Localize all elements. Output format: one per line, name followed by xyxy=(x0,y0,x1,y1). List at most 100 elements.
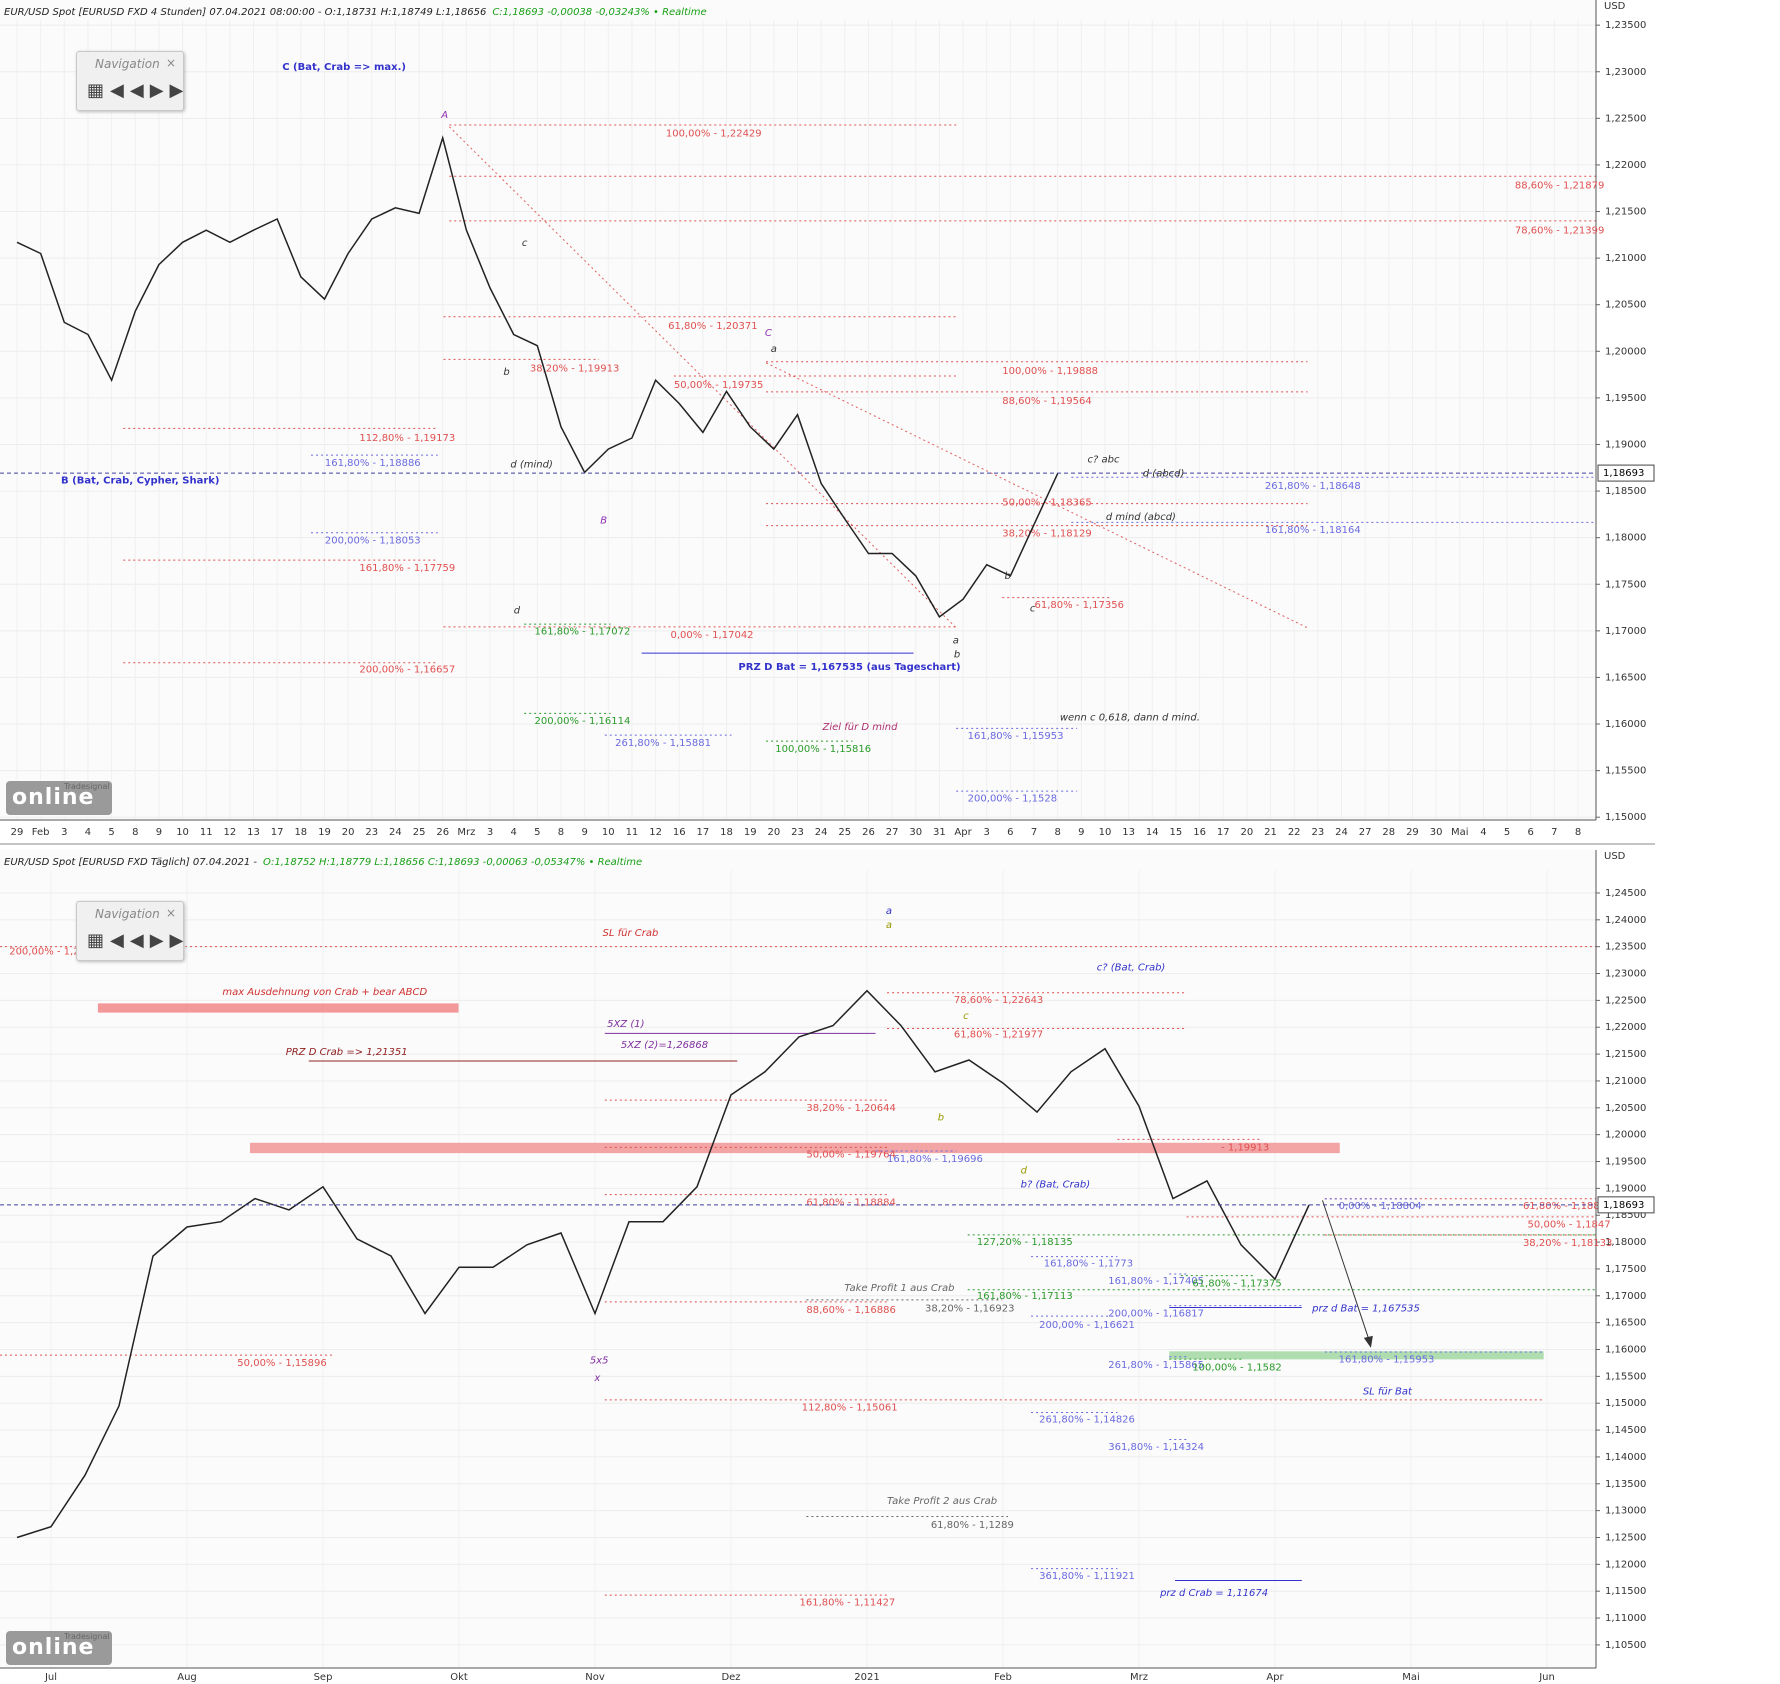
x-tick-label: 3 xyxy=(61,827,67,838)
x-tick-label: 24 xyxy=(1335,827,1348,838)
logo-text: online xyxy=(12,785,95,810)
chart-header: EUR/USD Spot [EURUSD FXD Täglich] 07.04.… xyxy=(4,857,642,868)
navigation-icons[interactable]: ▦◀◀▶▶ xyxy=(87,930,190,951)
x-tick-label: 11 xyxy=(626,827,639,838)
axis-unit: USD xyxy=(1604,851,1626,862)
annotation: c xyxy=(1030,603,1036,614)
y-tick-label: 1,11500 xyxy=(1605,1586,1646,1597)
y-tick-label: 1,17500 xyxy=(1605,579,1646,590)
y-tick-label: 1,20500 xyxy=(1605,300,1646,311)
x-tick-label: 10 xyxy=(176,827,189,838)
annotation: b xyxy=(1005,571,1011,582)
x-tick-label: 8 xyxy=(132,827,138,838)
annotation: a xyxy=(953,636,959,647)
y-tick-label: 1,13000 xyxy=(1605,1506,1646,1517)
fib-label: 112,80% - 1,15061 xyxy=(802,1403,898,1414)
x-tick-label: Mrz xyxy=(457,827,475,838)
annotation: C xyxy=(765,328,772,339)
x-tick-label: 24 xyxy=(389,827,402,838)
x-tick-label: 16 xyxy=(673,827,686,838)
navigation-title: Navigation xyxy=(95,907,160,921)
annotation: PRZ D Crab => 1,21351 xyxy=(286,1047,408,1058)
navigation-panel[interactable]: Navigation × ▦◀◀▶▶ xyxy=(76,901,184,961)
fib-label: 88,60% - 1,19564 xyxy=(1002,396,1091,407)
x-tick-label: 6 xyxy=(1007,827,1013,838)
annotation: a xyxy=(771,344,777,355)
y-tick-label: 1,19000 xyxy=(1605,1183,1646,1194)
fib-label: 261,80% - 1,18648 xyxy=(1265,481,1361,492)
x-tick-label: Feb xyxy=(32,827,50,838)
x-tick-label: 12 xyxy=(223,827,236,838)
header-text: EUR/USD Spot [EURUSD FXD 4 Stunden] 07.0… xyxy=(4,7,486,18)
x-tick-label: 29 xyxy=(11,827,24,838)
x-tick-label: 5 xyxy=(534,827,540,838)
x-tick-label: 17 xyxy=(1217,827,1230,838)
y-tick-label: 1,20500 xyxy=(1605,1103,1646,1114)
navigation-title: Navigation xyxy=(95,57,160,71)
zone xyxy=(249,1142,1340,1154)
fib-label: 100,00% - 1,1582 xyxy=(1192,1362,1281,1373)
fib-label: 61,80% - 1,17356 xyxy=(1034,600,1123,611)
y-tick-label: 1,18000 xyxy=(1605,533,1646,544)
x-tick-label: 9 xyxy=(1078,827,1084,838)
annotation: 5XZ (1) xyxy=(607,1019,644,1030)
fib-label: 50,00% - 1,15896 xyxy=(237,1358,326,1369)
fib-label: - 1,19913 xyxy=(1221,1142,1269,1153)
fib-label: 50,00% - 1,18365 xyxy=(1002,497,1091,508)
close-button[interactable]: × xyxy=(165,56,176,70)
x-tick-label: Mai xyxy=(1402,1672,1420,1683)
last-price-box xyxy=(1597,464,1655,482)
x-tick-label: 7 xyxy=(1031,827,1037,838)
x-tick-label: 20 xyxy=(342,827,355,838)
x-tick-label: 13 xyxy=(1122,827,1135,838)
x-tick-label: 31 xyxy=(933,827,946,838)
y-tick-label: 1,23000 xyxy=(1605,67,1646,78)
x-tick-label: Okt xyxy=(450,1672,468,1683)
fib-label: 61,80% - 1,17375 xyxy=(1192,1278,1281,1289)
arrow xyxy=(1322,1200,1372,1346)
annotation: SL für Bat xyxy=(1363,1387,1413,1398)
x-tick-label: 13 xyxy=(247,827,260,838)
x-tick-label: 5 xyxy=(108,827,114,838)
y-tick-label: 1,16500 xyxy=(1605,672,1646,683)
logo-brand: Tradesignal xyxy=(64,782,110,791)
x-tick-label: 23 xyxy=(791,827,804,838)
x-tick-label: 22 xyxy=(1288,827,1301,838)
x-tick-label: 12 xyxy=(649,827,662,838)
annotation: c xyxy=(522,238,528,249)
plot-background xyxy=(0,850,1596,1668)
fib-label: 38,20% - 1,18129 xyxy=(1002,528,1091,539)
y-tick-label: 1,10500 xyxy=(1605,1640,1646,1651)
close-button[interactable]: × xyxy=(165,906,176,920)
header-quote: O:1,18752 H:1,18779 L:1,18656 C:1,18693 … xyxy=(263,857,642,868)
navigation-icons[interactable]: ▦◀◀▶▶ xyxy=(87,80,190,101)
x-tick-label: 14 xyxy=(1146,827,1159,838)
fib-label: 161,80% - 1,18886 xyxy=(325,458,421,469)
x-tick-label: Aug xyxy=(177,1672,197,1683)
x-tick-label: Jul xyxy=(44,1672,57,1683)
y-tick-label: 1,24000 xyxy=(1605,915,1646,926)
fib-label: 361,80% - 1,11921 xyxy=(1039,1571,1135,1582)
fib-label: 261,80% - 1,15865 xyxy=(1108,1360,1204,1371)
annotation: wenn c 0,618, dann d mind. xyxy=(1060,713,1200,724)
y-tick-label: 1,18500 xyxy=(1605,1210,1646,1221)
annotation: a xyxy=(886,906,892,917)
annotation: B (Bat, Crab, Cypher, Shark) xyxy=(61,475,219,486)
y-tick-label: 1,22500 xyxy=(1605,995,1646,1006)
annotation: c xyxy=(963,1011,969,1022)
x-tick-label: 5 xyxy=(1504,827,1510,838)
x-tick-label: 26 xyxy=(436,827,449,838)
trend-line xyxy=(448,126,957,629)
logo-brand: Tradesignal xyxy=(64,1632,110,1641)
zone xyxy=(97,1003,459,1013)
annotation: 5x5 xyxy=(590,1356,609,1367)
fib-label: 61,80% - 1,1289 xyxy=(931,1520,1014,1531)
last-price-label: 1,18693 xyxy=(1603,1200,1644,1211)
y-tick-label: 1,15000 xyxy=(1605,812,1646,823)
y-tick-label: 1,21000 xyxy=(1605,1076,1646,1087)
navigation-panel[interactable]: Navigation × ▦◀◀▶▶ xyxy=(76,51,184,111)
annotation: SL für Crab xyxy=(602,928,658,939)
fib-label: 161,80% - 1,15953 xyxy=(968,731,1064,742)
fib-label: 161,80% - 1,1773 xyxy=(1044,1259,1133,1270)
